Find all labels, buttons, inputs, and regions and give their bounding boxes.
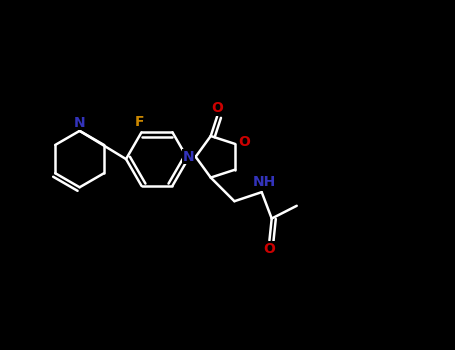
Text: O: O [238, 135, 250, 149]
Text: O: O [263, 241, 275, 255]
Text: N: N [74, 116, 86, 130]
Text: NH: NH [253, 175, 276, 189]
Text: F: F [135, 115, 144, 129]
Text: O: O [211, 102, 223, 116]
Text: N: N [182, 150, 194, 164]
